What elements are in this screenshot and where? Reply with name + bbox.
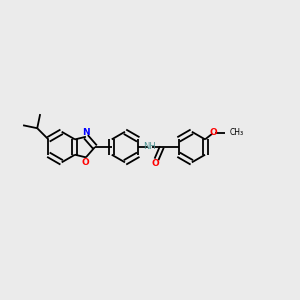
Text: O: O <box>209 128 217 137</box>
Text: O: O <box>82 158 89 166</box>
Text: NH: NH <box>143 142 156 151</box>
Text: CH₃: CH₃ <box>230 128 244 137</box>
Text: N: N <box>82 128 89 136</box>
Text: O: O <box>152 159 159 168</box>
